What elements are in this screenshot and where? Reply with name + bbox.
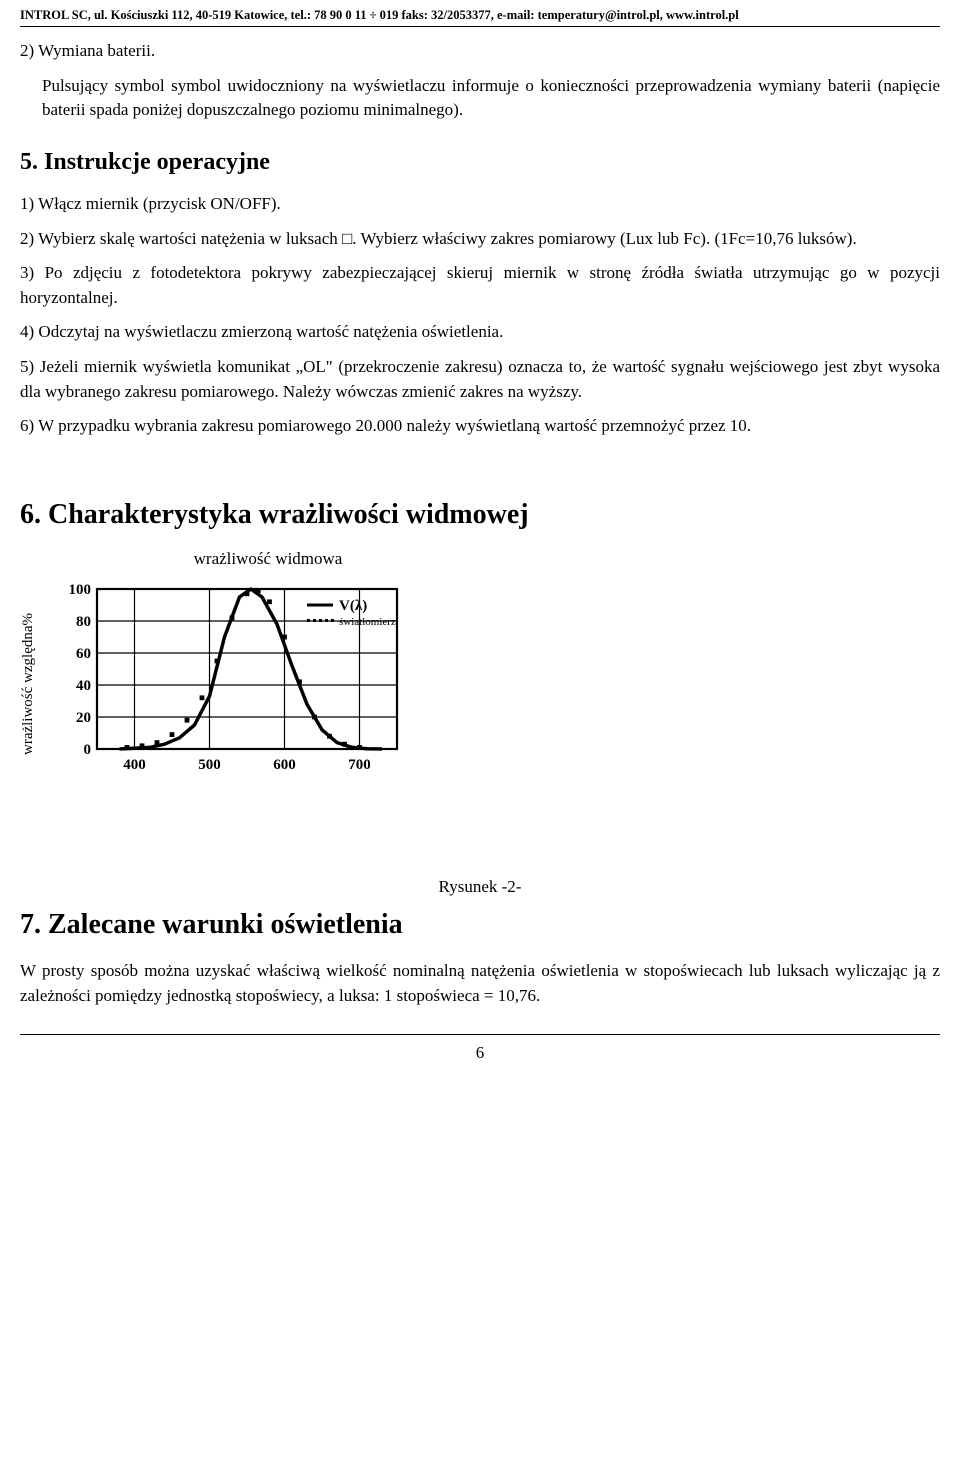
svg-text:700: 700 xyxy=(348,757,371,773)
page-footer: 6 xyxy=(20,1034,940,1063)
step-2: 2) Wybierz skalę wartości natężenia w lu… xyxy=(20,227,940,252)
svg-text:0: 0 xyxy=(84,742,92,758)
page-header: INTROL SC, ul. Kościuszki 112, 40-519 Ka… xyxy=(20,8,940,27)
spectral-chart: wrażliwość względna% 0 20 40 60 80 100 400 500 6… xyxy=(20,577,940,787)
step-5: 5) Jeżeli miernik wyświetla komunikat „O… xyxy=(20,355,940,404)
step-6: 6) W przypadku wybrania zakresu pomiarow… xyxy=(20,414,940,439)
svg-text:światłomierz: światłomierz xyxy=(339,616,396,628)
step-3: 3) Po zdjęciu z fotodetektora pokrywy za… xyxy=(20,261,940,310)
page-number: 6 xyxy=(476,1043,485,1062)
step-4: 4) Odczytaj na wyświetlaczu zmierzoną wa… xyxy=(20,320,940,345)
svg-text:80: 80 xyxy=(76,614,91,630)
section-7-body: W prosty sposób można uzyskać właściwą w… xyxy=(20,959,940,1008)
chart-canvas: 0 20 40 60 80 100 400 500 600 700 V(λ) światłomierz xyxy=(41,577,421,787)
svg-text:40: 40 xyxy=(76,678,91,694)
svg-text:400: 400 xyxy=(123,757,146,773)
heading-7: 7. Zalecane warunki oświetlenia xyxy=(20,909,940,941)
heading-6: 6. Charakterystyka wrażliwości widmowej xyxy=(20,499,940,531)
figure-caption: Rysunek -2- xyxy=(0,877,960,897)
item-2-body: Pulsujący symbol symbol uwidoczniony na … xyxy=(20,74,940,123)
step-1: 1) Włącz miernik (przycisk ON/OFF). xyxy=(20,192,940,217)
svg-text:V(λ): V(λ) xyxy=(339,598,367,614)
chart-title: wrażliwość widmowa xyxy=(98,549,438,569)
svg-text:100: 100 xyxy=(69,582,92,598)
svg-text:20: 20 xyxy=(76,710,91,726)
heading-5: 5. Instrukcje operacyjne xyxy=(20,149,940,176)
item-2-head: 2) Wymiana baterii. xyxy=(20,39,940,64)
chart-ylabel: wrażliwość względna% xyxy=(20,589,37,779)
svg-text:60: 60 xyxy=(76,646,91,662)
svg-text:500: 500 xyxy=(198,757,221,773)
svg-text:600: 600 xyxy=(273,757,296,773)
